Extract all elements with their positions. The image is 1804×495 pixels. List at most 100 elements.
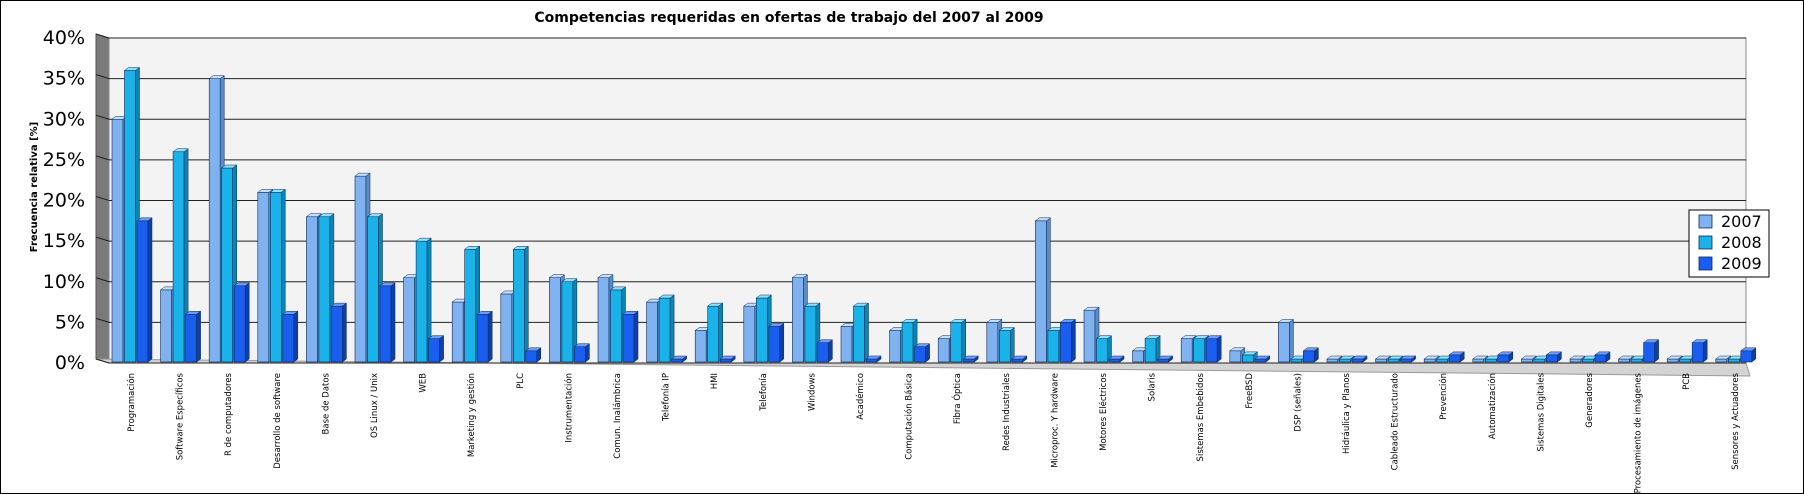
x-tick-label: Sensores y Actuadores	[1731, 372, 1741, 469]
x-tick-label: PCB	[1682, 373, 1692, 390]
legend-label: 2009	[1721, 254, 1762, 273]
x-tick-label: Base de Datos	[321, 372, 331, 434]
y-tick-label: 10%	[43, 271, 85, 293]
bar	[1338, 355, 1356, 363]
bar	[1095, 335, 1113, 363]
x-tick-label: Programación	[126, 373, 137, 432]
y-tick-label: 30%	[43, 108, 85, 130]
x-tick-label: Software Específicos	[176, 372, 186, 460]
bar	[865, 355, 882, 363]
y-tick-label: 15%	[43, 230, 85, 252]
bar	[184, 310, 202, 363]
y-tick-label: 5%	[55, 311, 85, 333]
x-tick-label: Telefonía IP	[662, 373, 672, 422]
bar	[1497, 351, 1514, 363]
x-tick-label: Hidráulica y Planos	[1342, 372, 1352, 454]
gridline-side	[95, 155, 110, 161]
bar	[1144, 335, 1161, 363]
x-tick-label: Telefonía	[759, 373, 769, 412]
x-tick-label: Marketing y gestión	[466, 373, 477, 457]
bar	[670, 355, 688, 363]
bar	[379, 282, 396, 363]
x-tick-label: HMI	[710, 373, 720, 389]
bar	[816, 339, 834, 363]
x-tick-label: Comun. Inalámbrica	[613, 373, 623, 459]
x-tick-label: Automatización	[1487, 373, 1498, 439]
y-tick-label: 25%	[43, 149, 85, 171]
bar	[706, 302, 724, 363]
bar	[852, 302, 870, 363]
bar	[804, 302, 821, 363]
x-tick-label: Sistemas Digitales	[1536, 372, 1546, 451]
gridline-side	[95, 277, 110, 283]
gridline-side	[95, 236, 110, 242]
bar	[1423, 355, 1440, 363]
bar	[512, 245, 530, 363]
x-tick-label: Académico	[855, 373, 866, 420]
x-tick-label: DSP (señales)	[1293, 373, 1303, 432]
bar	[1059, 318, 1077, 363]
bar	[1545, 351, 1563, 363]
x-tick-label: Sistemas Embebidos	[1196, 372, 1206, 461]
bar	[1290, 355, 1307, 363]
x-tick-label: OS Linux / Unix	[370, 373, 380, 438]
bar	[658, 294, 675, 363]
gridline-side	[95, 74, 110, 80]
gridline-side	[95, 114, 110, 120]
bar	[136, 217, 153, 363]
bar	[1691, 339, 1708, 363]
gridline-side	[95, 33, 110, 39]
y-tick-label: 35%	[43, 68, 85, 90]
bar	[1011, 355, 1028, 363]
bar	[913, 343, 931, 363]
x-tick-label: Computación Básica	[904, 373, 915, 460]
bar	[719, 355, 736, 363]
x-tick-label: Fibra Óptica	[951, 373, 963, 424]
x-tick-label: Redes Industriales	[1002, 372, 1012, 451]
legend-label: 2008	[1721, 233, 1762, 252]
bar	[1108, 355, 1125, 363]
bar	[573, 343, 591, 363]
bar	[427, 335, 445, 363]
x-tick-label: Motores Eléctricos	[1098, 372, 1109, 450]
bar	[476, 310, 493, 363]
legend-swatch	[1698, 214, 1713, 229]
bar	[172, 148, 189, 363]
bar	[1642, 339, 1660, 363]
x-tick-label: Cableado Estructurado	[1391, 373, 1401, 470]
x-tick-label: FreeBSD	[1245, 373, 1255, 409]
x-tick-label: Microproc. Y hardware	[1050, 373, 1060, 468]
bar	[1594, 351, 1611, 363]
x-tick-label: Windows	[807, 372, 817, 411]
bar	[1205, 335, 1222, 363]
x-tick-label: Prevención	[1438, 373, 1449, 420]
legend-label: 2007	[1721, 212, 1762, 231]
legend-swatch	[1698, 235, 1713, 250]
x-tick-label: R de computadores	[224, 372, 234, 456]
x-tick-label: Desarrollo de software	[273, 373, 283, 469]
bar	[1448, 351, 1465, 363]
bar	[962, 355, 979, 363]
bar	[525, 347, 542, 363]
x-tick-label: Generadores	[1585, 372, 1595, 427]
bar	[1302, 347, 1320, 363]
bar	[998, 327, 1016, 363]
bar	[622, 310, 639, 363]
x-tick-label: WEB	[419, 373, 429, 393]
bar	[1351, 355, 1368, 363]
gridline-side	[95, 196, 110, 201]
x-tick-label: Instrumentación	[563, 373, 574, 443]
gridline-side	[95, 358, 110, 364]
bar	[330, 302, 348, 363]
bar	[768, 322, 785, 363]
gridline-side	[95, 317, 110, 323]
x-tick-label: Solaris	[1148, 372, 1158, 401]
bar	[282, 310, 299, 363]
x-tick-label: Procesamiento de imágenes	[1634, 372, 1644, 493]
x-tick-label: PLC	[516, 373, 526, 389]
y-axis-label: Frecuencia relativa [%]	[29, 122, 40, 252]
y-tick-label: 20%	[43, 190, 85, 212]
bar	[1034, 217, 1052, 363]
